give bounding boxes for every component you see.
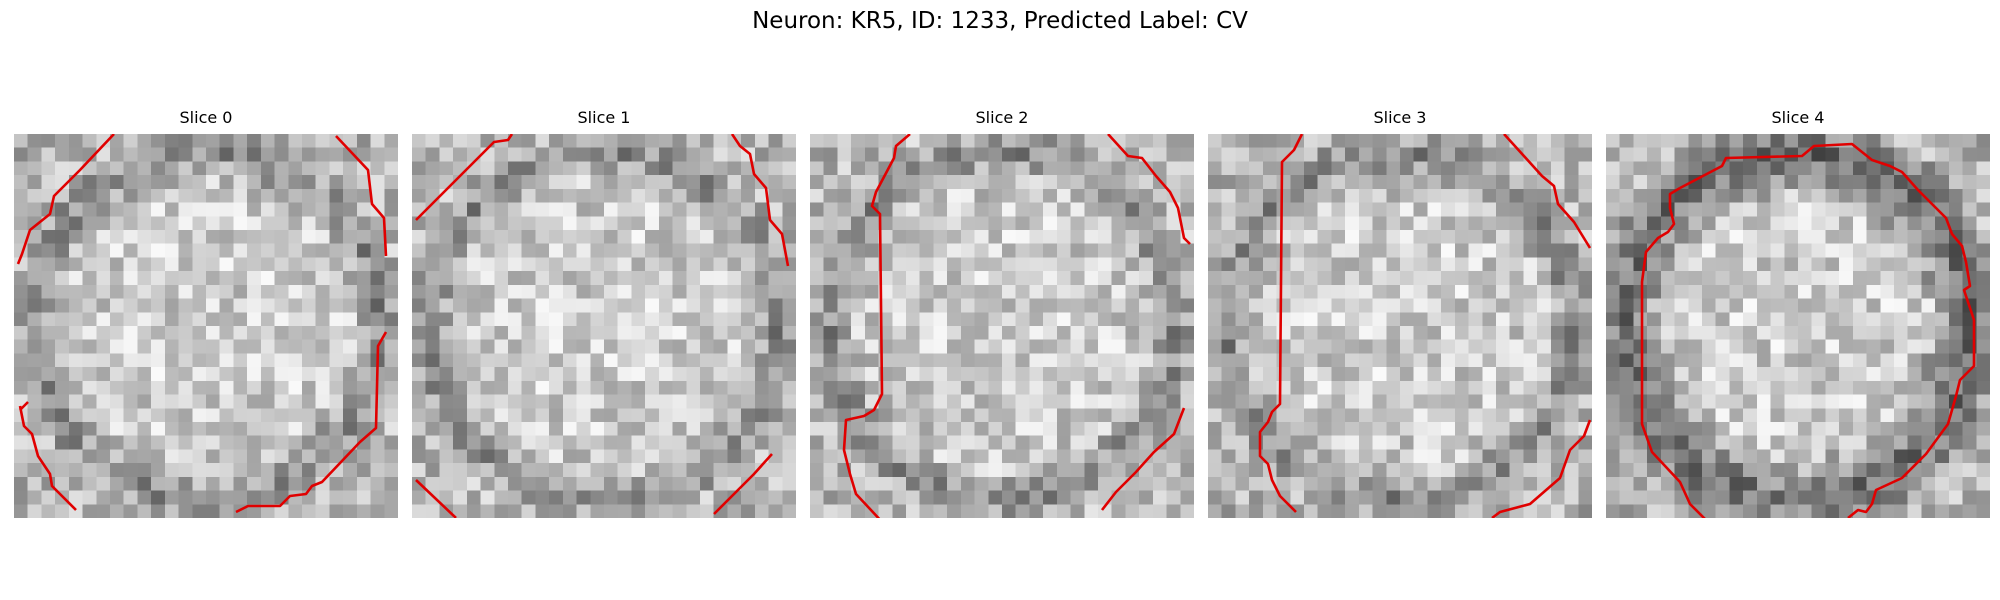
slice-title: Slice 3 (1373, 108, 1427, 127)
contour-lines (842, 134, 1191, 518)
slice-grayscale-image (1606, 134, 1990, 518)
contour-line (1640, 186, 1706, 518)
slice-grayscale-image (1208, 134, 1592, 518)
contour-line (16, 134, 115, 265)
contour-line (1107, 134, 1191, 245)
slice-grayscale-image (412, 134, 796, 518)
contour-line (842, 134, 911, 518)
contour-line (415, 479, 457, 518)
slice-title: Slice 2 (975, 108, 1029, 127)
contour-line (1100, 407, 1186, 511)
slice-image (412, 134, 796, 518)
contour-line (1491, 419, 1592, 518)
contour-line (18, 405, 77, 511)
slice-image (810, 134, 1194, 518)
slice-title: Slice 1 (577, 108, 631, 127)
pixel-grid (810, 134, 1194, 518)
contour-line (1258, 134, 1304, 513)
pixel-grid (14, 134, 398, 518)
figure-title: Neuron: KR5, ID: 1233, Predicted Label: … (752, 8, 1248, 34)
contour-lines (16, 134, 388, 514)
slice-image (1606, 134, 1990, 518)
contour-lines (1258, 134, 1592, 518)
slice-title: Slice 0 (179, 108, 233, 127)
contour-line (415, 134, 514, 221)
contour-line (1503, 134, 1592, 249)
contour-line (1679, 142, 1976, 518)
pixel-grid (1208, 134, 1592, 518)
slice-image (1208, 134, 1592, 518)
contour-lines (415, 134, 790, 518)
pixel-grid (412, 134, 796, 518)
contour-lines (1640, 142, 1976, 518)
slice-image (14, 134, 398, 518)
slice-title: Slice 4 (1771, 108, 1825, 127)
contour-line (235, 331, 388, 514)
pixel-grid (1606, 134, 1990, 518)
contour-line (730, 134, 790, 267)
contour-line (335, 135, 388, 257)
contour-line (713, 453, 773, 515)
contour-line (19, 401, 29, 411)
slice-grayscale-image (810, 134, 1194, 518)
slice-grayscale-image (14, 134, 398, 518)
